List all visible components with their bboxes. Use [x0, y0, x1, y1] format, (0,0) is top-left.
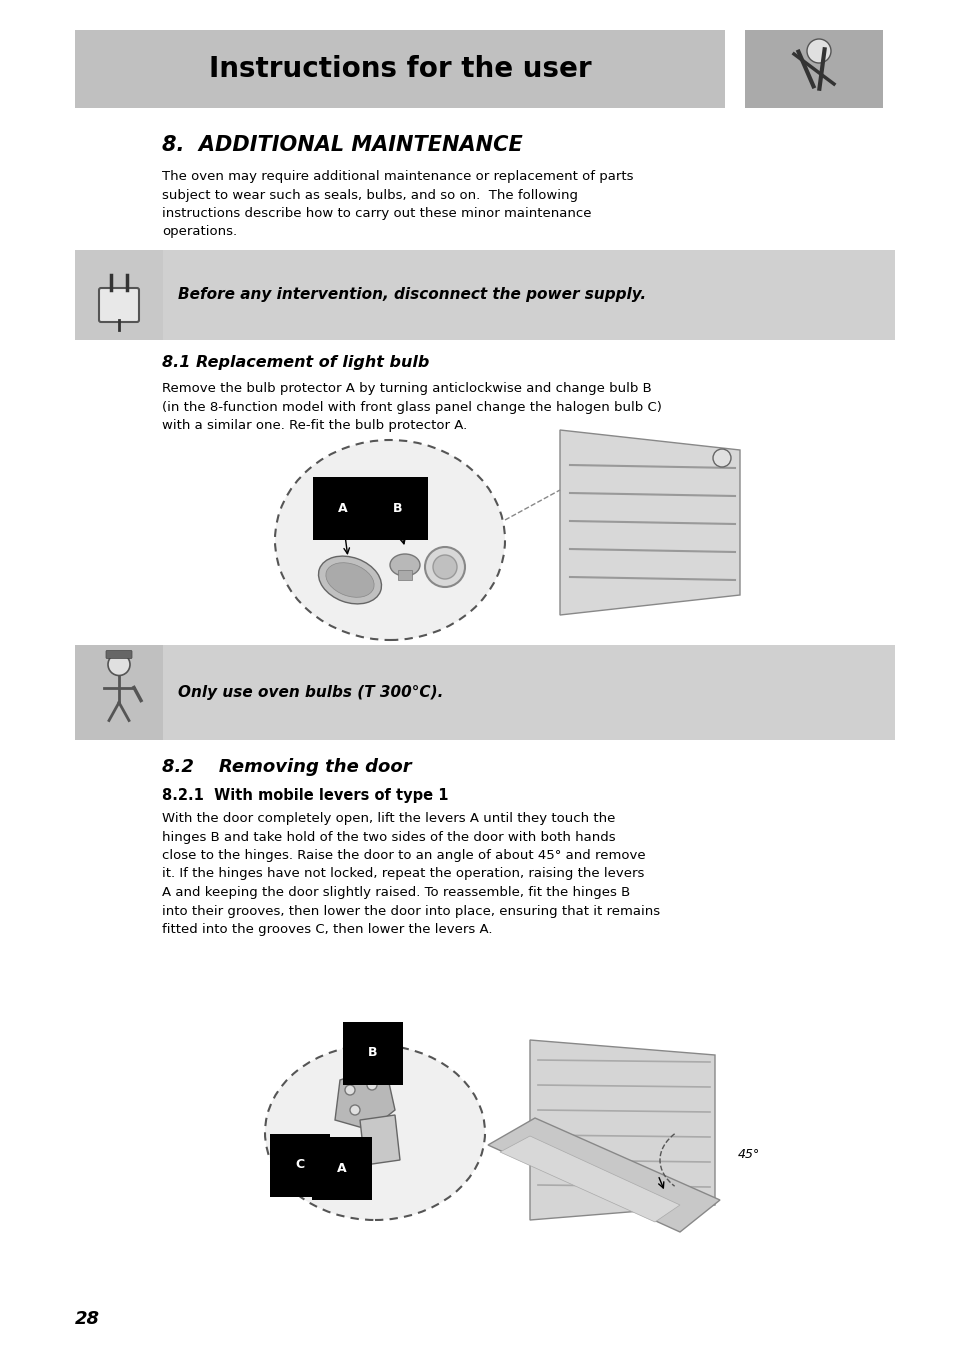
Circle shape — [345, 1086, 355, 1095]
Text: into their grooves, then lower the door into place, ensuring that it remains: into their grooves, then lower the door … — [162, 904, 659, 918]
Text: Before any intervention, disconnect the power supply.: Before any intervention, disconnect the … — [178, 288, 645, 303]
Circle shape — [433, 556, 456, 579]
Text: 8.2.1  With mobile levers of type 1: 8.2.1 With mobile levers of type 1 — [162, 788, 448, 803]
FancyBboxPatch shape — [99, 288, 139, 322]
Text: Remove the bulb protector A by turning anticlockwise and change bulb B: Remove the bulb protector A by turning a… — [162, 383, 651, 395]
Ellipse shape — [318, 556, 381, 604]
Circle shape — [350, 1105, 359, 1115]
Text: subject to wear such as seals, bulbs, and so on.  The following: subject to wear such as seals, bulbs, an… — [162, 188, 578, 201]
Polygon shape — [499, 1136, 679, 1222]
Text: A and keeping the door slightly raised. To reassemble, fit the hinges B: A and keeping the door slightly raised. … — [162, 886, 630, 899]
Ellipse shape — [326, 562, 374, 598]
FancyBboxPatch shape — [106, 650, 132, 658]
Text: 45°: 45° — [738, 1148, 760, 1161]
Circle shape — [108, 653, 130, 676]
Text: 28: 28 — [75, 1310, 100, 1328]
FancyBboxPatch shape — [75, 250, 163, 339]
Text: C: C — [295, 1159, 304, 1171]
Text: close to the hinges. Raise the door to an angle of about 45° and remove: close to the hinges. Raise the door to a… — [162, 849, 645, 863]
Circle shape — [424, 548, 464, 587]
Text: fitted into the grooves C, then lower the levers A.: fitted into the grooves C, then lower th… — [162, 923, 492, 936]
Polygon shape — [530, 1040, 714, 1220]
Text: The oven may require additional maintenance or replacement of parts: The oven may require additional maintena… — [162, 170, 633, 183]
Ellipse shape — [265, 1045, 484, 1220]
Text: B: B — [393, 502, 402, 515]
Text: 8.1 Replacement of light bulb: 8.1 Replacement of light bulb — [162, 356, 429, 370]
Text: instructions describe how to carry out these minor maintenance: instructions describe how to carry out t… — [162, 207, 591, 220]
Text: Only use oven bulbs (T 300°C).: Only use oven bulbs (T 300°C). — [178, 685, 443, 700]
FancyBboxPatch shape — [75, 30, 724, 108]
Text: Instructions for the user: Instructions for the user — [209, 55, 591, 82]
FancyBboxPatch shape — [397, 571, 412, 580]
Text: with a similar one. Re-fit the bulb protector A.: with a similar one. Re-fit the bulb prot… — [162, 419, 467, 433]
Polygon shape — [335, 1065, 395, 1130]
Polygon shape — [488, 1118, 720, 1232]
Ellipse shape — [390, 554, 419, 576]
Text: 8.  ADDITIONAL MAINTENANCE: 8. ADDITIONAL MAINTENANCE — [162, 135, 522, 155]
Text: 8.2    Removing the door: 8.2 Removing the door — [162, 758, 411, 776]
FancyBboxPatch shape — [75, 645, 894, 740]
Circle shape — [367, 1080, 376, 1090]
FancyBboxPatch shape — [75, 250, 894, 339]
Text: hinges B and take hold of the two sides of the door with both hands: hinges B and take hold of the two sides … — [162, 830, 615, 844]
Polygon shape — [359, 1115, 399, 1165]
Text: it. If the hinges have not locked, repeat the operation, raising the levers: it. If the hinges have not locked, repea… — [162, 868, 643, 880]
Circle shape — [712, 449, 730, 466]
FancyBboxPatch shape — [744, 30, 882, 108]
Text: operations.: operations. — [162, 226, 237, 238]
Polygon shape — [559, 430, 740, 615]
Text: A: A — [336, 1161, 347, 1175]
Text: B: B — [368, 1046, 377, 1060]
Text: (in the 8-function model with front glass panel change the halogen bulb C): (in the 8-function model with front glas… — [162, 400, 661, 414]
Text: A: A — [337, 502, 348, 515]
FancyBboxPatch shape — [75, 645, 163, 740]
Circle shape — [806, 39, 830, 64]
Text: With the door completely open, lift the levers A until they touch the: With the door completely open, lift the … — [162, 813, 615, 825]
Ellipse shape — [274, 439, 504, 639]
